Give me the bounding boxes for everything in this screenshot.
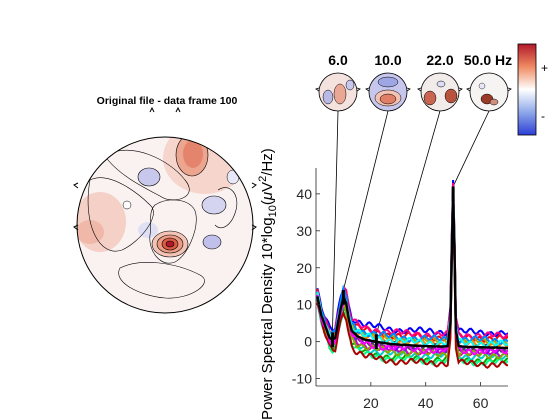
- spectrum-axes: -10 0 10 20 30 40 20 40 60: [292, 168, 508, 411]
- y-tick-label: -10: [292, 371, 312, 387]
- topomap-50hz: [469, 72, 509, 112]
- x-tick-label: 40: [418, 395, 434, 411]
- y-tick-label: 10: [296, 297, 312, 313]
- connector-line: [452, 110, 490, 187]
- freq-label-22: 22.0: [426, 52, 453, 68]
- ear-mark: [356, 87, 361, 92]
- right-ear-upper: [251, 182, 257, 189]
- nose-right-mark: [175, 106, 181, 113]
- freq-topomaps: 6.0 10.0 22.0 50.0 Hz: [315, 52, 512, 112]
- topomap-6hz: [318, 72, 358, 112]
- psd-channel-line: [316, 195, 508, 353]
- x-tick-label: 20: [363, 395, 379, 411]
- psd-channel-line: [316, 182, 508, 340]
- y-tick-label: 0: [304, 334, 312, 350]
- psd-mean-line: [316, 193, 508, 350]
- connector-lines: [332, 110, 490, 335]
- x-tick-label: 60: [473, 395, 489, 411]
- connector-line: [343, 110, 389, 291]
- ear-mark: [406, 87, 411, 92]
- ear-mark: [507, 87, 512, 92]
- connector-line: [332, 110, 339, 333]
- freq-label-50: 50.0 Hz: [464, 52, 512, 68]
- nose-left-mark: [149, 106, 155, 113]
- y-axis-label: Power Spectral Density 10*log10(μV2/Hz): [257, 148, 279, 420]
- y-tick-label: 30: [296, 223, 312, 239]
- spectrum-series: [316, 179, 508, 369]
- ear-mark: [466, 87, 471, 92]
- topomap-ear-marks: [315, 87, 512, 92]
- topomap-22hz: [420, 72, 460, 112]
- topomap-10hz: [368, 72, 408, 112]
- y-tick-label: 40: [296, 186, 312, 202]
- freq-label-10: 10.0: [374, 52, 401, 68]
- colorbar: + -: [517, 43, 548, 136]
- main-topomap: Original file - data frame 100: [73, 95, 257, 314]
- ear-mark: [365, 87, 370, 92]
- spectrum-plot: -10 0 10 20 30 40 20 40 60 Power Spectral Densit…: [257, 148, 508, 420]
- psd-channel-line: [316, 208, 508, 369]
- colorbar-minus-label: -: [541, 109, 545, 123]
- psd-channel-line: [316, 198, 508, 358]
- colorbar-plus-label: +: [541, 61, 548, 75]
- ear-mark: [315, 87, 320, 92]
- freq-label-6: 6.0: [328, 52, 348, 68]
- ear-mark: [417, 87, 422, 92]
- ear-mark: [458, 87, 463, 92]
- topomap-title: Original file - data frame 100: [97, 95, 238, 107]
- left-ear-lower: [73, 224, 79, 231]
- frequency-markers: [330, 186, 455, 350]
- left-ear-upper: [73, 182, 79, 189]
- topomap-focal-peak: [151, 230, 189, 258]
- connector-line: [375, 110, 441, 335]
- y-tick-label: 20: [296, 260, 312, 276]
- right-ear-lower: [251, 224, 257, 231]
